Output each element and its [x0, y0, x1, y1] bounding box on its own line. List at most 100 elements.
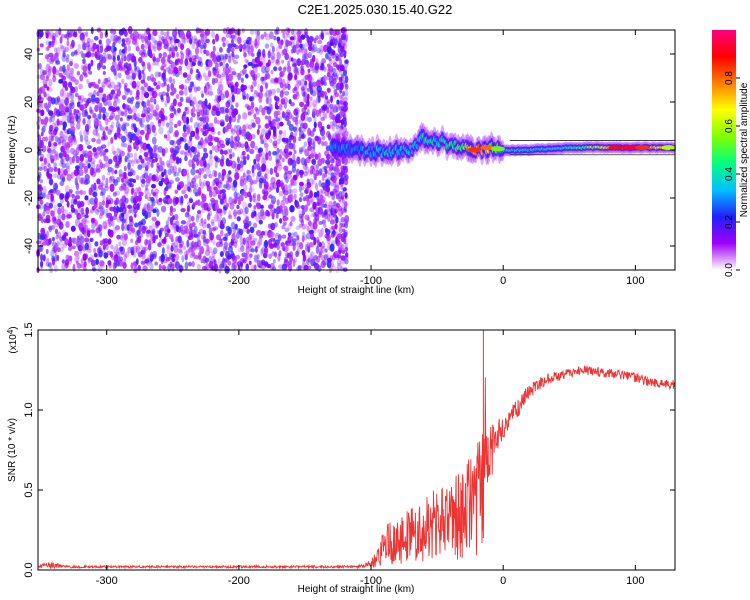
noise-blob [185, 61, 191, 70]
noise-blob [321, 58, 327, 64]
noise-blob [152, 208, 157, 214]
noise-blob [304, 234, 308, 241]
noise-blob [59, 36, 63, 44]
noise-blob [123, 110, 128, 117]
noise-blob [320, 245, 326, 254]
noise-blob [296, 234, 300, 241]
noise-blob [230, 135, 234, 142]
noise-blob [138, 117, 143, 125]
noise-blob [84, 237, 90, 243]
noise-blob [224, 114, 229, 123]
noise-blob [253, 113, 257, 120]
noise-blob [163, 36, 167, 42]
noise-blob [102, 221, 108, 230]
noise-blob [45, 75, 50, 82]
noise-blob [207, 202, 212, 211]
noise-blob [241, 28, 245, 34]
noise-blob [145, 229, 151, 234]
noise-blob [283, 130, 287, 138]
noise-blob [85, 47, 91, 53]
noise-blob [291, 166, 297, 173]
noise-blob [56, 173, 62, 180]
noise-blob [149, 96, 154, 103]
noise-blob [294, 91, 300, 100]
spectrogram-x-axis-label: Height of straight line (km) [298, 285, 415, 296]
noise-blob [145, 184, 148, 191]
noise-blob [275, 45, 280, 55]
noise-blob [97, 224, 103, 232]
noise-blob [62, 109, 66, 116]
noise-blob [330, 240, 336, 246]
noise-blob [339, 82, 344, 90]
noise-blob [151, 52, 156, 62]
noise-blob [334, 130, 340, 138]
noise-blob [115, 35, 121, 41]
snr-y-tick-label: 0.5 [23, 482, 35, 497]
noise-blob [91, 137, 96, 143]
noise-blob [207, 246, 213, 254]
noise-blob [335, 106, 339, 113]
noise-blob [280, 182, 285, 191]
noise-blob [177, 69, 183, 75]
noise-blob [98, 159, 102, 164]
noise-blob [142, 142, 148, 151]
noise-blob [263, 181, 269, 190]
noise-blob [125, 37, 132, 46]
noise-blob [98, 39, 102, 45]
noise-blob [174, 123, 178, 128]
noise-blob [96, 44, 100, 53]
noise-blob [186, 37, 190, 44]
noise-blob [89, 109, 94, 115]
noise-blob [172, 223, 178, 229]
noise-blob [213, 186, 218, 191]
noise-blob [344, 83, 349, 90]
noise-blob [57, 141, 62, 146]
noise-blob [169, 217, 173, 226]
noise-blob [98, 60, 103, 68]
noise-blob [172, 208, 177, 213]
noise-blob [197, 71, 201, 79]
noise-blob [166, 42, 170, 47]
noise-blob [78, 83, 83, 90]
noise-blob [307, 257, 311, 263]
noise-blob [298, 79, 302, 87]
noise-blob [130, 262, 134, 270]
noise-blob [190, 101, 195, 107]
noise-blob [135, 258, 139, 265]
noise-blob [226, 148, 231, 155]
noise-blob [81, 53, 87, 59]
noise-blob [83, 165, 89, 174]
noise-blob [58, 246, 65, 253]
noise-blob [242, 155, 247, 161]
noise-blob [273, 165, 278, 174]
noise-blob [288, 184, 292, 189]
noise-blob [99, 161, 104, 170]
noise-blob [69, 58, 74, 64]
noise-blob [128, 215, 134, 223]
noise-blob [340, 124, 344, 130]
noise-blob [119, 150, 125, 157]
noise-blob [101, 85, 105, 90]
noise-blob [149, 146, 153, 154]
noise-blob [320, 241, 325, 249]
noise-blob [274, 96, 280, 102]
noise-blob [218, 95, 222, 102]
noise-blob [150, 161, 154, 168]
noise-blob [260, 57, 266, 66]
noise-blob [142, 225, 148, 231]
noise-blob [189, 37, 193, 45]
noise-blob [83, 63, 89, 69]
noise-blob [130, 114, 134, 121]
noise-blob [69, 85, 74, 92]
noise-blob [37, 116, 42, 122]
noise-blob [332, 72, 338, 77]
noise-blob [306, 178, 310, 185]
noise-blob [60, 45, 65, 52]
noise-blob [326, 107, 330, 114]
noise-blob [206, 213, 211, 221]
noise-blob [338, 226, 343, 234]
noise-blob [168, 47, 173, 56]
noise-blob [67, 255, 73, 262]
noise-blob [281, 59, 285, 64]
noise-blob [235, 102, 239, 108]
